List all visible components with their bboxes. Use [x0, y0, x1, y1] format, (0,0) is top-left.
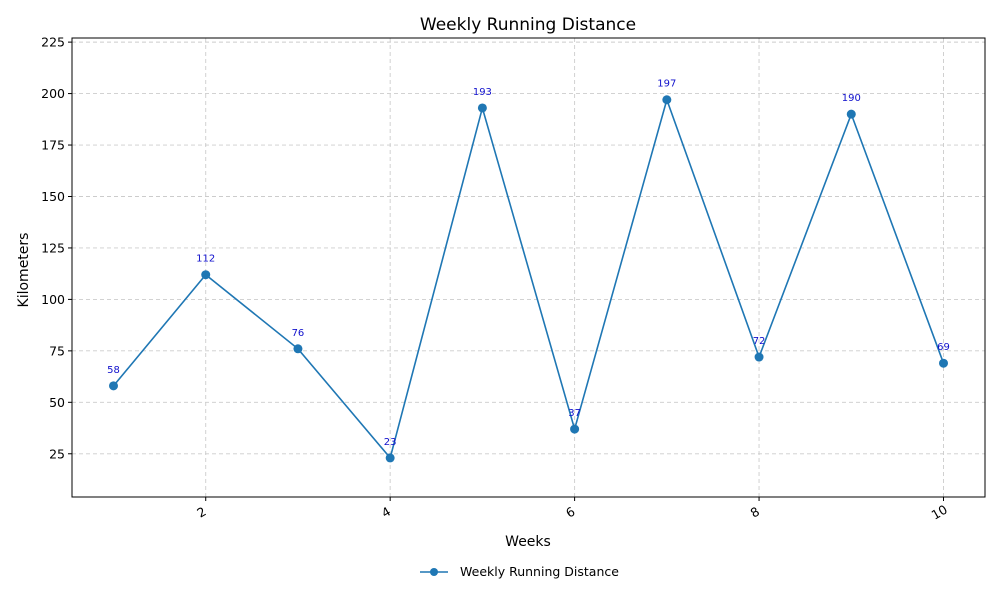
data-label: 193 [473, 87, 492, 98]
y-tick-label: 25 [49, 446, 65, 461]
grid-lines [72, 38, 985, 497]
data-point [293, 344, 303, 354]
y-tick-label: 50 [49, 395, 65, 410]
data-point [477, 103, 487, 113]
data-label: 69 [937, 342, 950, 353]
y-tick-label: 150 [41, 189, 65, 204]
x-tick-label: 8 [748, 504, 762, 521]
x-tick-label: 10 [929, 502, 950, 523]
data-point [846, 109, 856, 119]
data-point [662, 95, 672, 105]
y-axis-label: Kilometers [16, 233, 32, 308]
data-label: 37 [568, 408, 581, 419]
data-label: 23 [384, 437, 397, 448]
series-line [112, 97, 945, 460]
data-label: 72 [753, 336, 766, 347]
y-tick-label: 225 [41, 35, 65, 50]
data-point [109, 381, 118, 391]
y-tick-label: 100 [41, 292, 65, 307]
legend: Weekly Running Distance [420, 564, 619, 579]
data-label: 112 [196, 254, 215, 265]
x-tick-label: 6 [563, 504, 577, 521]
data-point [939, 358, 948, 368]
y-tick-label: 75 [49, 343, 65, 358]
chart-title: Weekly Running Distance [420, 15, 636, 35]
data-point [201, 270, 211, 280]
x-tick-label: 4 [379, 504, 393, 521]
y-tick-label: 200 [41, 86, 65, 101]
y-tick-label: 175 [41, 138, 65, 153]
y-tick-label: 125 [41, 240, 65, 255]
data-label: 58 [107, 365, 120, 376]
axis-ticks: 2 4 6 8 10 25 50 75 100 125 150 175 200 225 [41, 35, 950, 523]
x-tick-label: 2 [194, 504, 208, 521]
legend-point-marker [430, 568, 438, 576]
data-label: 190 [842, 93, 861, 104]
series-layer [109, 95, 948, 463]
x-axis-label: Weeks [505, 534, 551, 550]
data-labels: 58 112 76 23 193 37 197 72 190 69 [107, 79, 950, 448]
plot-frame [71, 37, 986, 498]
data-label: 76 [292, 328, 305, 339]
data-point [385, 453, 395, 463]
data-point [754, 352, 764, 362]
data-label: 197 [657, 79, 676, 90]
legend-label: Weekly Running Distance [460, 564, 619, 579]
data-point [570, 424, 580, 434]
